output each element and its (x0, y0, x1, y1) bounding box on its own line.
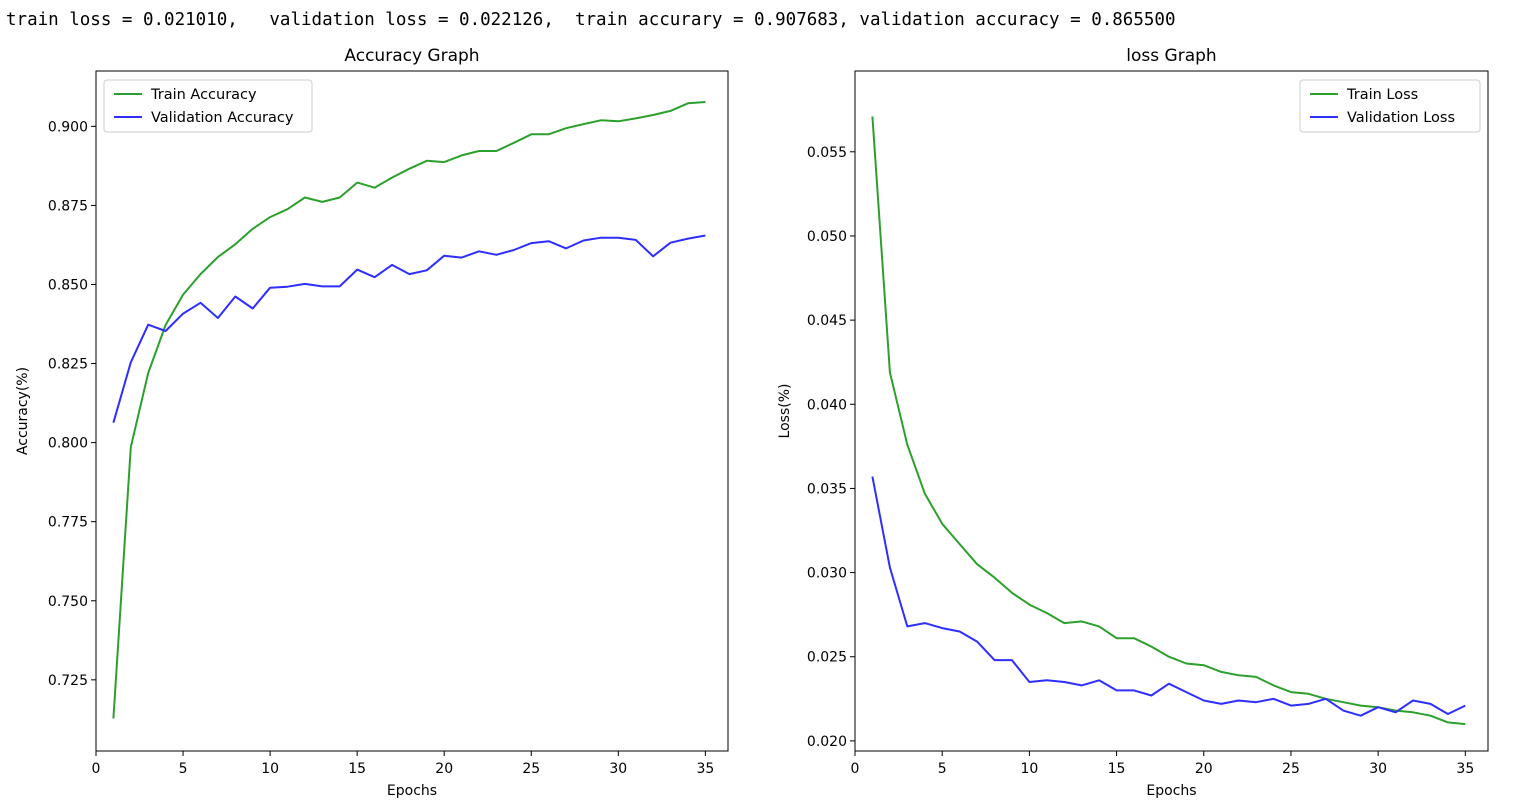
x-tick-label: 35 (696, 761, 714, 777)
y-tick-label: 0.030 (807, 566, 847, 582)
x-tick-label: 30 (609, 761, 627, 777)
x-tick-label: 15 (1108, 761, 1126, 777)
legend-box (1299, 79, 1481, 133)
y-tick-label: 0.025 (807, 650, 847, 666)
legend-label: Train Accuracy (150, 87, 257, 103)
x-tick-label: 20 (1195, 761, 1213, 777)
x-tick-label: 20 (435, 761, 453, 777)
series-line-train (112, 101, 706, 719)
x-tick-label: 30 (1369, 761, 1387, 777)
y-axis-label: Loss(%) (777, 384, 793, 439)
x-tick-label: 15 (348, 761, 366, 777)
x-tick-label: 25 (1282, 761, 1300, 777)
x-tick-label: 0 (851, 761, 860, 777)
series-line-train (871, 116, 1466, 726)
legend-box (103, 79, 313, 133)
y-tick-label: 0.850 (48, 277, 88, 293)
x-tick-label: 10 (261, 761, 279, 777)
y-tick-label: 0.040 (807, 397, 847, 413)
legend-label: Validation Loss (1347, 110, 1455, 126)
x-axis-label: Epochs (1146, 783, 1196, 799)
y-tick-label: 0.825 (48, 357, 88, 373)
plot-frame (854, 70, 1489, 752)
y-tick-label: 0.055 (807, 145, 847, 161)
y-tick-label: 0.050 (807, 229, 847, 245)
chart-title: loss Graph (1126, 46, 1216, 66)
x-tick-label: 0 (92, 761, 101, 777)
y-tick-label: 0.045 (807, 313, 847, 329)
y-axis-label: Accuracy(%) (15, 367, 31, 455)
y-tick-label: 0.875 (48, 198, 88, 214)
y-tick-label: 0.900 (48, 119, 88, 135)
legend-label: Validation Accuracy (151, 110, 294, 126)
chart-title: Accuracy Graph (344, 46, 479, 66)
x-tick-label: 35 (1456, 761, 1474, 777)
plot-frame (95, 70, 729, 752)
y-tick-label: 0.800 (48, 436, 88, 452)
series-line-validation (871, 476, 1466, 717)
x-axis-label: Epochs (387, 783, 437, 799)
x-tick-label: 10 (1020, 761, 1038, 777)
legend-label: Train Loss (1346, 87, 1418, 103)
y-tick-label: 0.035 (807, 481, 847, 497)
y-tick-label: 0.775 (48, 515, 88, 531)
x-tick-label: 5 (179, 761, 188, 777)
y-tick-label: 0.750 (48, 594, 88, 610)
series-line-validation (112, 234, 706, 423)
y-tick-label: 0.020 (807, 734, 847, 750)
x-tick-label: 5 (938, 761, 947, 777)
x-tick-label: 25 (522, 761, 540, 777)
summary-output-line: train loss = 0.021010, validation loss =… (6, 10, 1176, 30)
y-tick-label: 0.725 (48, 673, 88, 689)
